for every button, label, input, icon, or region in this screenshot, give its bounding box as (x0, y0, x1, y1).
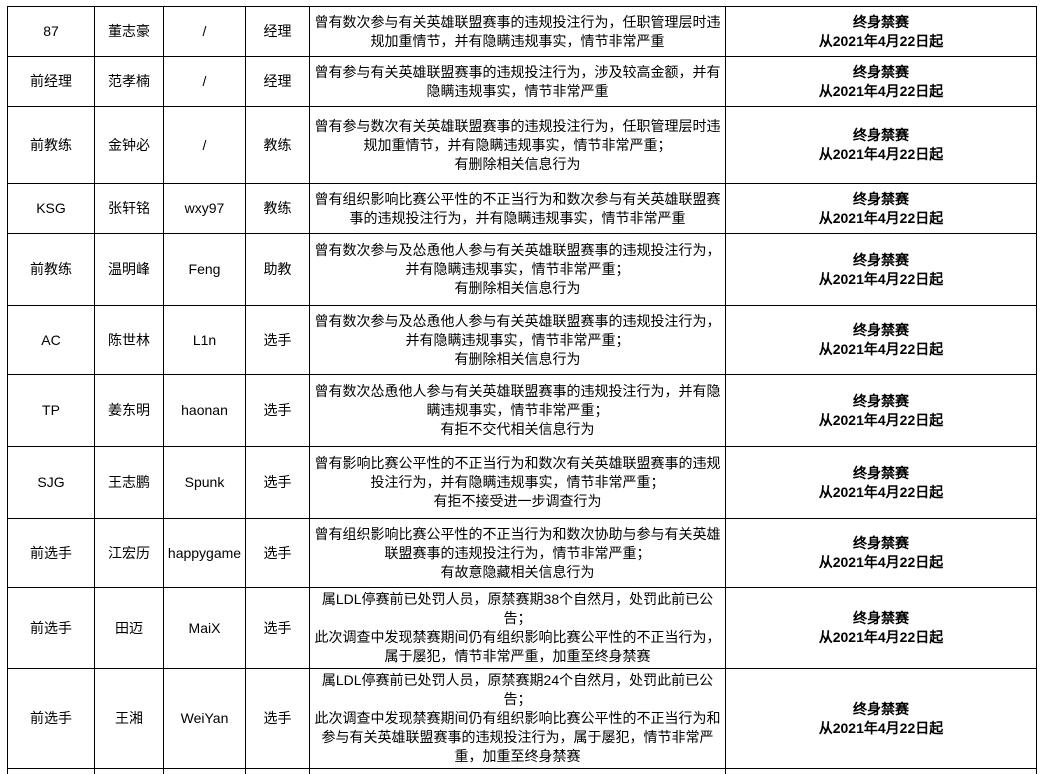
team-cell: 87 (7, 6, 95, 57)
game-id-cell: haonan (163, 374, 246, 447)
ban-table: 87 董志豪 / 经理 曾有数次参与有关英雄联盟赛事的违规投注行为，任职管理层时… (7, 6, 1037, 774)
description-cell: 曾有参与有关英雄联盟赛事的违规投注行为，涉及较高金额，并有隐瞒违规事实，情节非常… (309, 56, 726, 107)
player-name-cell: 陈世林 (94, 305, 164, 375)
punishment-cell: 终身禁赛 从2021年4月22日起 (725, 233, 1037, 306)
partial-cell (245, 768, 310, 774)
game-id-cell: happygame (163, 518, 246, 588)
team-cell: 前选手 (7, 518, 95, 588)
punishment-cell: 终身禁赛 从2021年4月22日起 (725, 518, 1037, 588)
game-id-cell: L1n (163, 305, 246, 375)
ban-table-row: 前经理 范孝楠 / 经理 曾有参与有关英雄联盟赛事的违规投注行为，涉及较高金额，… (7, 56, 1037, 107)
player-name-cell: 范孝楠 (94, 56, 164, 107)
role-cell: 经理 (245, 56, 310, 107)
game-id-cell: Spunk (163, 446, 246, 519)
role-cell: 教练 (245, 183, 310, 234)
team-cell: AC (7, 305, 95, 375)
role-cell: 选手 (245, 374, 310, 447)
game-id-cell: MaiX (163, 587, 246, 669)
punishment-cell: 终身禁赛 从2021年4月22日起 (725, 587, 1037, 669)
game-id-cell: / (163, 56, 246, 107)
role-cell: 经理 (245, 6, 310, 57)
ban-table-row: 前教练 金钟必 / 教练 曾有参与数次有关英雄联盟赛事的违规投注行为，任职管理层… (7, 106, 1037, 184)
ban-table-row: KSG 张轩铭 wxy97 教练 曾有组织影响比赛公平性的不正当行为和数次参与有… (7, 183, 1037, 234)
description-cell: 曾有组织影响比赛公平性的不正当行为和数次参与有关英雄联盟赛事的违规投注行为，并有… (309, 183, 726, 234)
team-cell: 前经理 (7, 56, 95, 107)
team-cell: 前选手 (7, 668, 95, 769)
ban-table-row: AC 陈世林 L1n 选手 曾有数次参与及怂恿他人参与有关英雄联盟赛事的违规投注… (7, 305, 1037, 375)
team-cell: SJG (7, 446, 95, 519)
ban-table-row: TP 姜东明 haonan 选手 曾有数次怂恿他人参与有关英雄联盟赛事的违规投注… (7, 374, 1037, 447)
description-cell: 曾有数次参与及怂恿他人参与有关英雄联盟赛事的违规投注行为，并有隐瞒违规事实，情节… (309, 305, 726, 375)
player-name-cell: 张轩铭 (94, 183, 164, 234)
ban-table-row: 前教练 温明峰 Feng 助教 曾有数次参与及怂恿他人参与有关英雄联盟赛事的违规… (7, 233, 1037, 306)
ban-table-body: 87 董志豪 / 经理 曾有数次参与有关英雄联盟赛事的违规投注行为，任职管理层时… (7, 6, 1037, 774)
partial-cell (94, 768, 164, 774)
description-cell: 曾有影响比赛公平性的不正当行为和数次有关英雄联盟赛事的违规投注行为，并有隐瞒违规… (309, 446, 726, 519)
partial-cell (163, 768, 246, 774)
game-id-cell: wxy97 (163, 183, 246, 234)
description-cell: 曾有组织影响比赛公平性的不正当行为和数次协助与参与有关英雄联盟赛事的违规投注行为… (309, 518, 726, 588)
player-name-cell: 王志鹏 (94, 446, 164, 519)
partial-next-row (7, 768, 1037, 774)
player-name-cell: 姜东明 (94, 374, 164, 447)
punishment-cell: 终身禁赛 从2021年4月22日起 (725, 106, 1037, 184)
player-name-cell: 温明峰 (94, 233, 164, 306)
team-cell: 前教练 (7, 106, 95, 184)
role-cell: 选手 (245, 305, 310, 375)
ban-table-row: 前选手 王湘 WeiYan 选手 属LDL停赛前已处罚人员，原禁赛期24个自然月… (7, 668, 1037, 769)
partial-cell (309, 768, 726, 774)
role-cell: 选手 (245, 446, 310, 519)
description-cell: 曾有数次参与有关英雄联盟赛事的违规投注行为，任职管理层时违规加重情节，并有隐瞒违… (309, 6, 726, 57)
role-cell: 教练 (245, 106, 310, 184)
punishment-cell: 终身禁赛 从2021年4月22日起 (725, 668, 1037, 769)
role-cell: 选手 (245, 668, 310, 769)
player-name-cell: 金钟必 (94, 106, 164, 184)
player-name-cell: 王湘 (94, 668, 164, 769)
player-name-cell: 田迈 (94, 587, 164, 669)
team-cell: 前选手 (7, 587, 95, 669)
description-cell: 曾有数次参与及怂恿他人参与有关英雄联盟赛事的违规投注行为，并有隐瞒违规事实，情节… (309, 233, 726, 306)
partial-cell (725, 768, 1037, 774)
description-cell: 属LDL停赛前已处罚人员，原禁赛期38个自然月，处罚此前已公告； 此次调查中发现禁… (309, 587, 726, 669)
ban-table-row: 87 董志豪 / 经理 曾有数次参与有关英雄联盟赛事的违规投注行为，任职管理层时… (7, 6, 1037, 57)
game-id-cell: Feng (163, 233, 246, 306)
game-id-cell: WeiYan (163, 668, 246, 769)
punishment-cell: 终身禁赛 从2021年4月22日起 (725, 6, 1037, 57)
punishment-cell: 终身禁赛 从2021年4月22日起 (725, 183, 1037, 234)
player-name-cell: 董志豪 (94, 6, 164, 57)
ban-list-table: 87 董志豪 / 经理 曾有数次参与有关英雄联盟赛事的违规投注行为，任职管理层时… (7, 6, 1037, 774)
ban-table-row: SJG 王志鹏 Spunk 选手 曾有影响比赛公平性的不正当行为和数次有关英雄联… (7, 446, 1037, 519)
punishment-cell: 终身禁赛 从2021年4月22日起 (725, 374, 1037, 447)
punishment-cell: 终身禁赛 从2021年4月22日起 (725, 305, 1037, 375)
description-cell: 属LDL停赛前已处罚人员，原禁赛期24个自然月，处罚此前已公告； 此次调查中发现禁… (309, 668, 726, 769)
role-cell: 选手 (245, 587, 310, 669)
punishment-cell: 终身禁赛 从2021年4月22日起 (725, 56, 1037, 107)
description-cell: 曾有参与数次有关英雄联盟赛事的违规投注行为，任职管理层时违规加重情节，并有隐瞒违… (309, 106, 726, 184)
partial-cell (7, 768, 95, 774)
role-cell: 助教 (245, 233, 310, 306)
player-name-cell: 江宏历 (94, 518, 164, 588)
role-cell: 选手 (245, 518, 310, 588)
ban-table-row: 前选手 江宏历 happygame 选手 曾有组织影响比赛公平性的不正当行为和数… (7, 518, 1037, 588)
ban-table-row: 前选手 田迈 MaiX 选手 属LDL停赛前已处罚人员，原禁赛期38个自然月，处… (7, 587, 1037, 669)
game-id-cell: / (163, 6, 246, 57)
game-id-cell: / (163, 106, 246, 184)
team-cell: KSG (7, 183, 95, 234)
punishment-cell: 终身禁赛 从2021年4月22日起 (725, 446, 1037, 519)
description-cell: 曾有数次怂恿他人参与有关英雄联盟赛事的违规投注行为，并有隐瞒违规事实，情节非常严… (309, 374, 726, 447)
team-cell: TP (7, 374, 95, 447)
team-cell: 前教练 (7, 233, 95, 306)
